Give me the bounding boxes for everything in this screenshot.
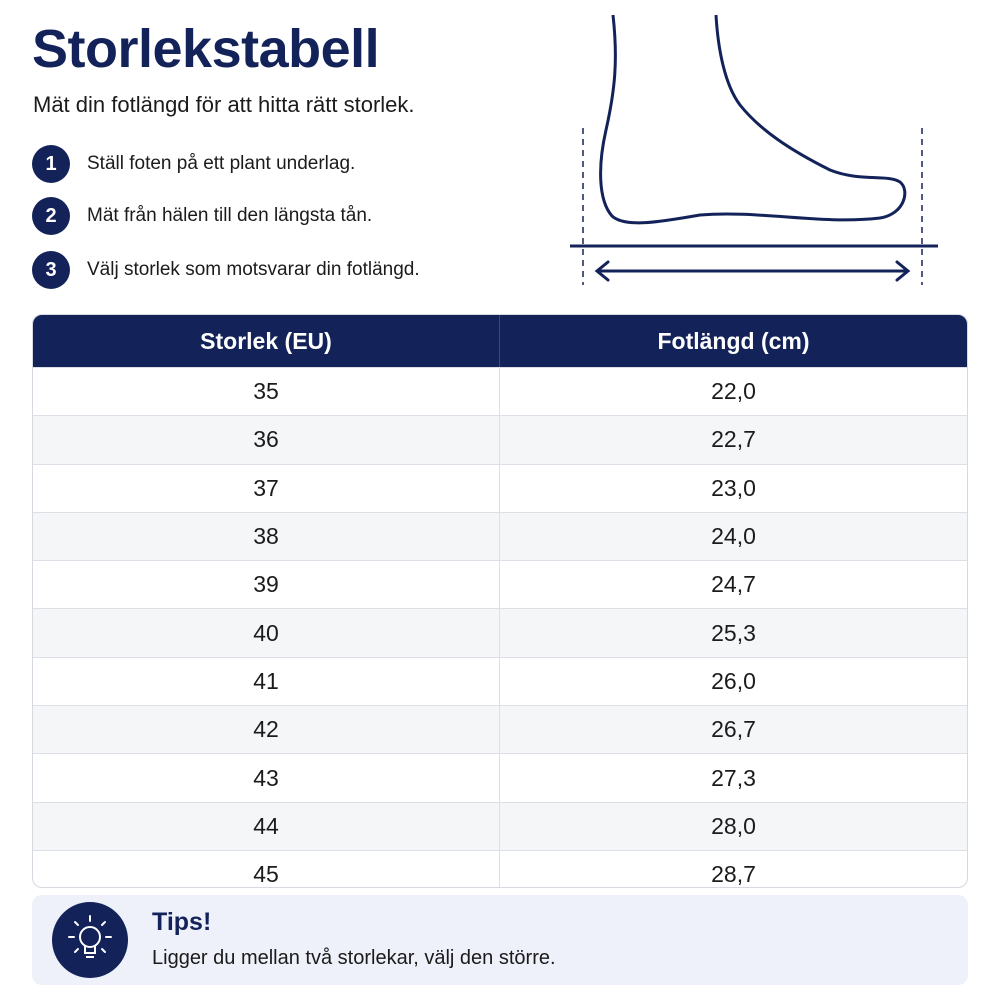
- table-cell: 25,3: [499, 609, 967, 657]
- table-cell: 39: [253, 571, 279, 598]
- step-number: 1: [32, 145, 70, 183]
- step-number: 3: [32, 251, 70, 289]
- step: 3 Välj storlek som motsvarar din fotlängd…: [32, 251, 420, 289]
- table-cell: 44: [253, 812, 279, 839]
- table-row: 35 22,0: [33, 367, 967, 416]
- tip-icon: [52, 902, 128, 978]
- title: Storlekstabell: [32, 19, 380, 79]
- table-row: 43 27,3: [33, 753, 967, 802]
- table-cell: 24,0: [499, 512, 967, 561]
- table-cell: 22,7: [499, 416, 967, 464]
- table-cell: 38: [253, 523, 279, 550]
- table-cell: 42: [253, 716, 279, 743]
- table-header: Storlek (EU) Fotlängd (cm): [33, 315, 967, 367]
- table-cell: 26,7: [499, 706, 967, 754]
- step-number: 2: [32, 197, 70, 235]
- header-cell: Storlek (EU): [200, 327, 332, 354]
- table-cell: 27,3: [499, 754, 967, 802]
- bulb: [68, 915, 112, 958]
- table-cell: 40: [253, 619, 279, 646]
- table-cell: 28,0: [499, 802, 967, 850]
- table-cell: 23,0: [499, 464, 967, 512]
- step-text: Välj storlek som motsvarar din fotlängd.: [87, 259, 420, 280]
- subtitle: Mät din fotlängd för att hitta rätt stor…: [33, 92, 415, 117]
- step-text: Mät från hälen till den längsta tån.: [87, 205, 373, 226]
- table-cell: 43: [253, 764, 279, 791]
- table-cell: 24,7: [499, 561, 967, 609]
- table-row: 36 22,7: [33, 415, 967, 464]
- table-cell: 36: [253, 426, 279, 453]
- step: 1 Ställ foten på ett plant underlag.: [32, 145, 355, 183]
- tip-title: Tips!: [152, 908, 212, 936]
- table-row: 41 26,0: [33, 656, 967, 706]
- table-row: 39 24,7: [33, 560, 967, 609]
- table-row: 42 26,7: [33, 705, 967, 754]
- tip-text: Ligger du mellan två storlekar, välj den…: [152, 947, 556, 969]
- step: 2 Mät från hälen till den längsta tån.: [32, 197, 372, 235]
- table-row: 38 24,0: [33, 511, 967, 561]
- size-table: Storlek (EU) Fotlängd (cm) 35 22,0 36 22,7 37 2…: [32, 314, 968, 888]
- step-text: Ställ foten på ett plant underlag.: [87, 153, 356, 174]
- table-row: 45 28,7: [33, 849, 967, 888]
- table-cell: 26,0: [499, 657, 967, 706]
- table-row: 44 28,0: [33, 801, 967, 850]
- table-cell: 28,7: [499, 850, 967, 887]
- foot-illustration: [570, 14, 938, 285]
- table-cell: 22,0: [499, 368, 967, 416]
- table-cell: 41: [253, 667, 279, 694]
- header-cell: Fotlängd (cm): [499, 315, 967, 367]
- table-cell: 45: [253, 861, 279, 888]
- table-cell: 37: [253, 474, 279, 501]
- table-row: 37 23,0: [33, 463, 967, 512]
- tip-box: Tips! Ligger du mellan två storlekar, vä…: [32, 895, 968, 985]
- table-row: 40 25,3: [33, 608, 967, 657]
- table-cell: 35: [253, 378, 279, 405]
